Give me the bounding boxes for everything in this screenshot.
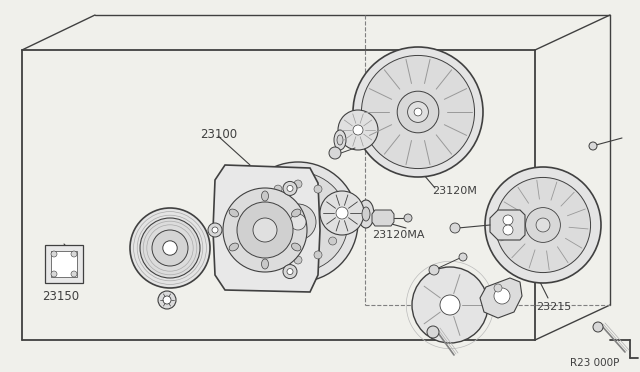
Circle shape: [158, 291, 176, 309]
Ellipse shape: [229, 209, 239, 217]
Text: 23215: 23215: [536, 302, 572, 312]
Circle shape: [208, 223, 222, 237]
Circle shape: [283, 182, 297, 195]
Polygon shape: [45, 245, 83, 283]
Circle shape: [329, 199, 337, 207]
Circle shape: [503, 215, 513, 225]
Circle shape: [163, 241, 177, 255]
Polygon shape: [490, 210, 525, 240]
Circle shape: [525, 208, 561, 243]
Circle shape: [314, 251, 322, 259]
Text: 23100: 23100: [200, 128, 237, 141]
Circle shape: [152, 230, 188, 266]
Circle shape: [280, 204, 316, 240]
Circle shape: [334, 218, 342, 226]
Circle shape: [450, 223, 460, 233]
Polygon shape: [51, 251, 77, 277]
Circle shape: [336, 207, 348, 219]
Ellipse shape: [291, 243, 301, 251]
Circle shape: [237, 202, 293, 258]
Circle shape: [287, 185, 293, 192]
Circle shape: [404, 214, 412, 222]
Ellipse shape: [362, 207, 370, 221]
Circle shape: [494, 284, 502, 292]
Circle shape: [338, 110, 378, 150]
Circle shape: [253, 218, 277, 242]
Circle shape: [329, 237, 337, 245]
Circle shape: [283, 264, 297, 279]
Circle shape: [329, 147, 341, 159]
Circle shape: [353, 47, 483, 177]
Circle shape: [429, 265, 439, 275]
Circle shape: [274, 185, 282, 193]
Ellipse shape: [291, 209, 301, 217]
Circle shape: [536, 218, 550, 232]
Circle shape: [274, 251, 282, 259]
Circle shape: [495, 177, 591, 273]
Circle shape: [223, 188, 307, 272]
Circle shape: [294, 256, 302, 264]
Circle shape: [353, 125, 363, 135]
Ellipse shape: [334, 130, 346, 150]
Circle shape: [440, 295, 460, 315]
Circle shape: [254, 218, 262, 226]
Ellipse shape: [358, 200, 374, 228]
Ellipse shape: [337, 135, 343, 145]
Circle shape: [51, 271, 57, 277]
Text: R23 000P: R23 000P: [570, 358, 620, 368]
Text: 23150: 23150: [42, 290, 79, 303]
Circle shape: [427, 326, 439, 338]
Text: 23120M: 23120M: [432, 186, 477, 196]
Circle shape: [314, 185, 322, 193]
Circle shape: [294, 180, 302, 188]
Circle shape: [485, 167, 601, 283]
Ellipse shape: [262, 259, 269, 269]
Circle shape: [163, 296, 171, 304]
Circle shape: [287, 269, 293, 275]
Polygon shape: [372, 210, 394, 226]
Circle shape: [51, 251, 57, 257]
Circle shape: [397, 91, 439, 133]
Polygon shape: [480, 278, 522, 318]
Circle shape: [259, 237, 268, 245]
Circle shape: [408, 102, 428, 122]
Circle shape: [593, 322, 603, 332]
Circle shape: [248, 172, 348, 272]
Circle shape: [212, 227, 218, 233]
Circle shape: [412, 267, 488, 343]
Text: 23120MA: 23120MA: [372, 230, 424, 240]
Circle shape: [71, 251, 77, 257]
Ellipse shape: [229, 243, 239, 251]
Circle shape: [238, 162, 358, 282]
Circle shape: [503, 225, 513, 235]
Circle shape: [259, 199, 268, 207]
Circle shape: [290, 214, 306, 230]
Circle shape: [140, 218, 200, 278]
Circle shape: [459, 253, 467, 261]
Circle shape: [320, 191, 364, 235]
Polygon shape: [213, 165, 320, 292]
Circle shape: [130, 208, 210, 288]
Circle shape: [71, 271, 77, 277]
Circle shape: [362, 55, 474, 169]
Circle shape: [589, 142, 597, 150]
Circle shape: [494, 288, 510, 304]
Ellipse shape: [262, 191, 269, 201]
Circle shape: [414, 108, 422, 116]
